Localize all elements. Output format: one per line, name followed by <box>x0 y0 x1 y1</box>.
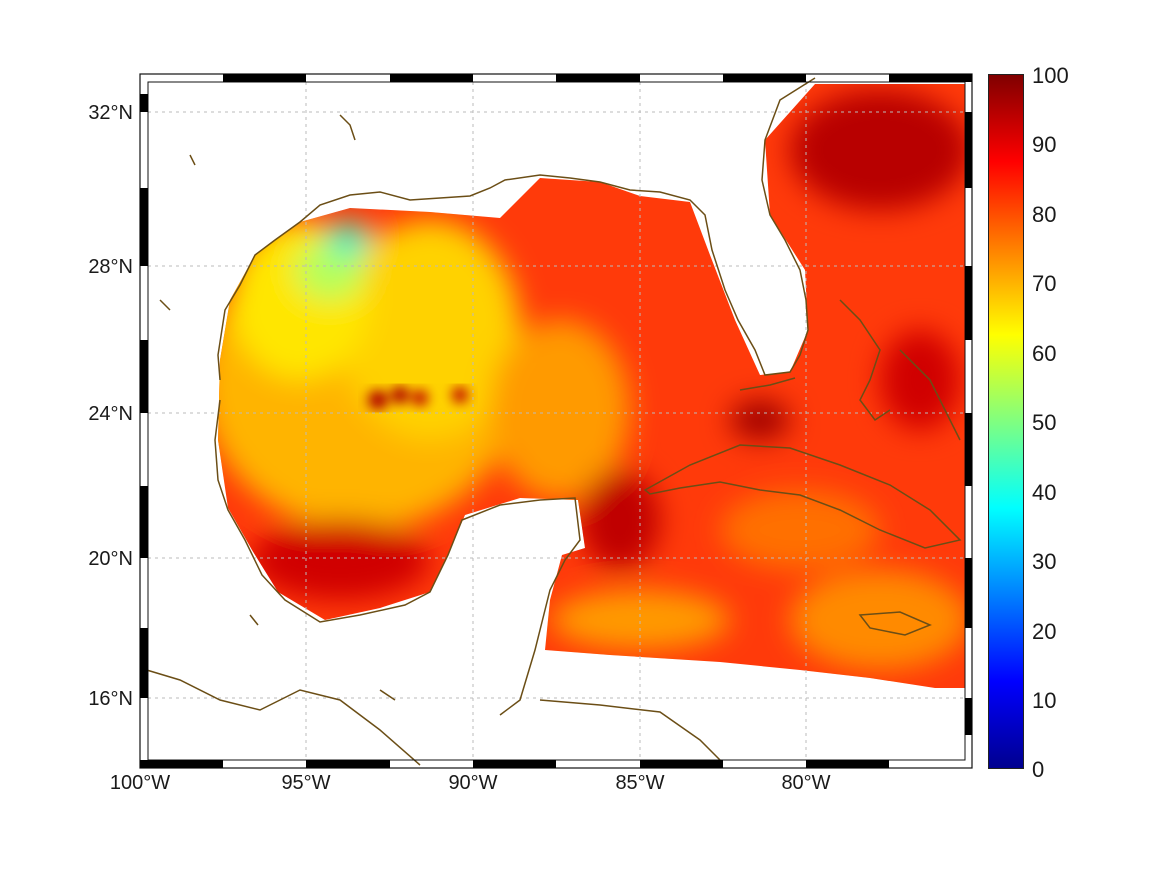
lon-label-100w: 100°W <box>110 772 170 794</box>
lat-label-32n: 32°N <box>88 102 133 124</box>
colorbar-label-70: 70 <box>1032 271 1057 296</box>
colorbar-label-100: 100 <box>1032 63 1069 88</box>
lon-label-85w: 85°W <box>615 772 664 794</box>
lat-label-28n: 28°N <box>88 256 133 278</box>
colorbar-label-60: 60 <box>1032 341 1057 366</box>
lon-label-95w: 95°W <box>281 772 330 794</box>
colorbar-label-90: 90 <box>1032 132 1057 157</box>
coastlines <box>139 77 962 766</box>
lon-label-80w: 80°W <box>781 772 830 794</box>
longitude-labels: 100°W 95°W 90°W 85°W 80°W <box>110 772 831 794</box>
lon-label-90w: 90°W <box>448 772 497 794</box>
map-frame <box>139 73 973 769</box>
lat-label-24n: 24°N <box>88 403 133 425</box>
data-field <box>218 84 965 688</box>
colorbar-label-10: 10 <box>1032 688 1057 713</box>
lat-label-20n: 20°N <box>88 548 133 570</box>
lat-label-16n: 16°N <box>88 688 133 710</box>
latitude-labels: 32°N 28°N 24°N 20°N 16°N <box>88 102 133 710</box>
colorbar <box>988 74 1024 769</box>
colorbar-label-0: 0 <box>1032 757 1045 782</box>
colorbar-label-80: 80 <box>1032 202 1057 227</box>
grid-lines <box>148 82 965 760</box>
colorbar-label-40: 40 <box>1032 480 1057 505</box>
colorbar-label-20: 20 <box>1032 619 1057 644</box>
colorbar-label-50: 50 <box>1032 410 1057 435</box>
colorbar-label-30: 30 <box>1032 549 1057 574</box>
